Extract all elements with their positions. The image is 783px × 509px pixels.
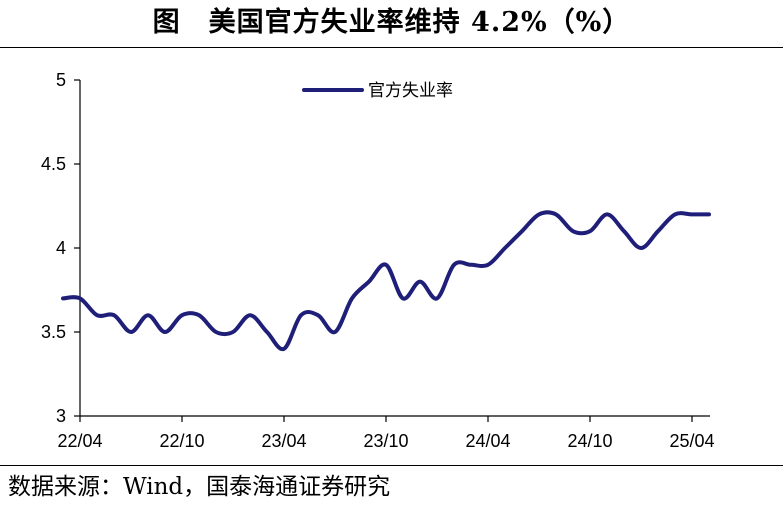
title-divider <box>0 47 783 48</box>
line-chart: 3 3.5 4 4.5 5 22/04 22/10 23/04 23/10 24/04 24/10… <box>41 70 715 451</box>
x-tick-label: 24/04 <box>465 431 510 451</box>
y-tick-label: 3 <box>56 406 66 426</box>
data-source-note: 数据来源：Wind，国泰海通证券研究 <box>8 474 391 500</box>
y-tick-label: 5 <box>56 70 66 90</box>
x-tick-label: 22/10 <box>159 431 204 451</box>
y-tick-label: 4.5 <box>41 154 66 174</box>
series-line-unemployment-rate <box>61 210 711 352</box>
x-tick-labels: 22/04 22/10 23/04 23/10 24/04 24/10 25/04 <box>57 431 714 451</box>
x-tick-label: 23/04 <box>261 431 306 451</box>
x-tick-label: 23/10 <box>363 431 408 451</box>
chart-title: 图 美国官方失业率维持 4.2%（%） <box>152 7 631 38</box>
y-tick-label: 4 <box>56 238 66 258</box>
source-divider <box>0 465 783 466</box>
x-tick-label: 25/04 <box>669 431 714 451</box>
chart-axes <box>74 79 710 422</box>
x-tick-label: 22/04 <box>57 431 102 451</box>
legend: 官方失业率 <box>302 81 453 101</box>
series-layer <box>61 210 711 352</box>
y-tick-labels: 3 3.5 4 4.5 5 <box>41 70 66 426</box>
x-tick-label: 24/10 <box>567 431 612 451</box>
legend-label: 官方失业率 <box>368 81 453 101</box>
y-tick-label: 3.5 <box>41 322 66 342</box>
